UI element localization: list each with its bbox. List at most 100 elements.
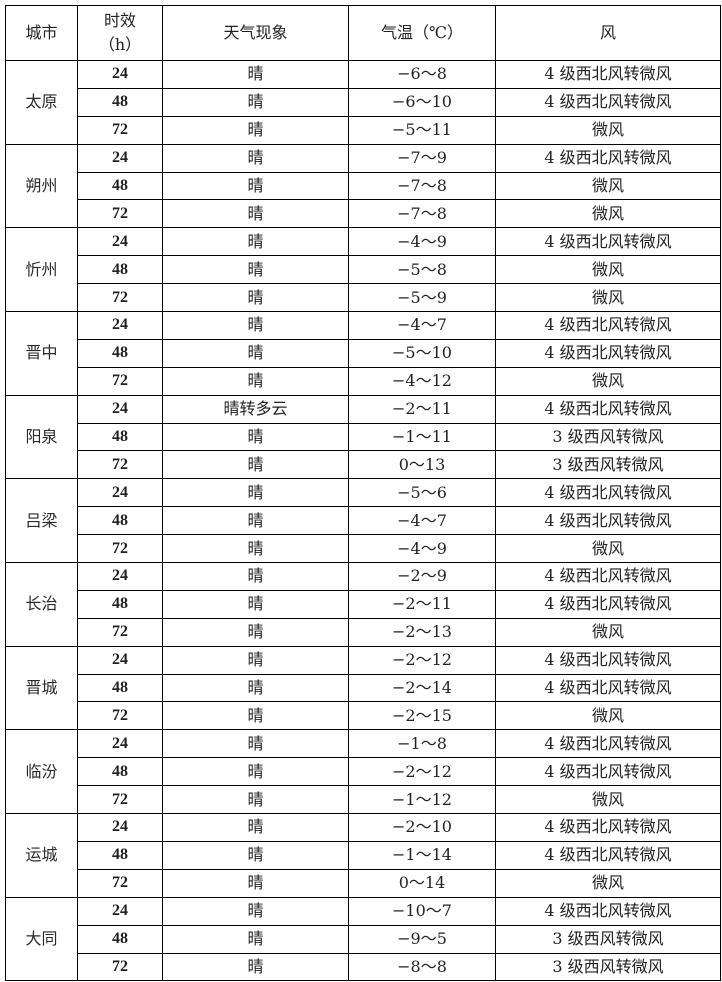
temp-cell: −2～10	[348, 813, 496, 842]
hours-cell: 72	[77, 534, 163, 564]
wind-cell: 微风	[495, 868, 721, 898]
header-temp: 气温（℃）	[348, 5, 496, 61]
wind-cell: 4 级西北风转微风	[495, 813, 721, 842]
wind-cell: 微风	[495, 255, 721, 285]
table-row: 48 晴 −7～8 微风	[6, 171, 721, 201]
temp-cell: −6～10	[348, 87, 496, 117]
header-weather: 天气现象	[162, 5, 349, 61]
table-row: 48 晴 −9～5 3 级西风转微风	[6, 924, 721, 954]
hours-cell: 48	[77, 924, 163, 954]
table-row: 72 晴 −5～11 微风	[6, 115, 721, 145]
header-city: 城市	[5, 5, 78, 61]
temp-cell: −5～10	[348, 338, 496, 368]
temp-cell: −2～11	[348, 394, 496, 424]
wind-cell: 微风	[495, 115, 721, 145]
weather-cell: 晴	[162, 366, 349, 396]
table-row: 72 晴 0～13 3 级西风转微风	[6, 450, 721, 480]
hours-cell: 72	[77, 785, 163, 815]
weather-cell: 晴	[162, 338, 349, 368]
city-cell: 运城	[5, 813, 78, 898]
wind-cell: 微风	[495, 701, 721, 731]
temp-cell: −5～6	[348, 478, 496, 508]
hours-cell: 72	[77, 952, 163, 982]
temp-cell: −8～8	[348, 952, 496, 982]
header-wind: 风	[495, 5, 721, 61]
hours-cell: 24	[77, 311, 163, 340]
table-body: 太原 24 晴 −6～8 4 级西北风转微风 48 晴 −6～10 4 级西北风转微风 72 晴 −5…	[5, 60, 721, 982]
city-cell: 临汾	[5, 729, 78, 815]
table-row: 48 晴 −6～10 4 级西北风转微风	[6, 87, 721, 117]
weather-cell: 晴	[162, 701, 349, 731]
temp-cell: −7～8	[348, 199, 496, 229]
wind-cell: 微风	[495, 283, 721, 313]
weather-cell: 晴	[162, 311, 349, 340]
temp-cell: −6～8	[348, 60, 496, 89]
hours-cell: 48	[77, 171, 163, 201]
wind-cell: 4 级西北风转微风	[495, 840, 721, 870]
weather-cell: 晴	[162, 478, 349, 508]
wind-cell: 4 级西北风转微风	[495, 673, 721, 703]
weather-cell: 晴	[162, 673, 349, 703]
hours-cell: 24	[77, 562, 163, 591]
table-row: 72 晴 −4～12 微风	[6, 366, 721, 396]
weather-cell: 晴	[162, 255, 349, 285]
hours-cell: 24	[77, 394, 163, 424]
temp-cell: −10～7	[348, 896, 496, 926]
weather-cell: 晴	[162, 227, 349, 257]
table-row: 72 晴 −8～8 3 级西风转微风	[6, 952, 721, 982]
wind-cell: 3 级西风转微风	[495, 422, 721, 452]
weather-cell: 晴	[162, 534, 349, 564]
temp-cell: −2～12	[348, 757, 496, 787]
temp-cell: −7～9	[348, 143, 496, 173]
wind-cell: 4 级西北风转微风	[495, 506, 721, 536]
temp-cell: −1～11	[348, 422, 496, 452]
wind-cell: 4 级西北风转微风	[495, 227, 721, 257]
hours-cell: 48	[77, 589, 163, 619]
hours-cell: 48	[77, 87, 163, 117]
hours-cell: 48	[77, 506, 163, 536]
hours-cell: 48	[77, 840, 163, 870]
city-cell: 太原	[5, 60, 78, 145]
table-row: 48 晴 −4～7 4 级西北风转微风	[6, 506, 721, 536]
weather-cell: 晴	[162, 506, 349, 536]
wind-cell: 4 级西北风转微风	[495, 896, 721, 926]
table-row: 太原 24 晴 −6～8 4 级西北风转微风	[5, 60, 721, 145]
table-row: 48 晴 −2～12 4 级西北风转微风	[6, 757, 721, 787]
table-row: 晋城 24 晴 −2～12 4 级西北风转微风	[5, 645, 721, 731]
weather-cell: 晴	[162, 729, 349, 759]
table-row: 48 晴 −5～8 微风	[6, 255, 721, 285]
table-row: 48 晴 −5～10 4 级西北风转微风	[6, 338, 721, 368]
table-row: 忻州 24 晴 −4～9 4 级西北风转微风	[5, 227, 721, 313]
weather-cell: 晴	[162, 617, 349, 647]
forecast-table: 城市 时效（h） 天气现象 气温（℃） 风 太原 24 晴 −6～8 4 级西北风转微风…	[5, 5, 721, 982]
table-row: 大同 24 晴 −10～7 4 级西北风转微风	[5, 896, 721, 982]
hours-cell: 48	[77, 338, 163, 368]
wind-cell: 3 级西风转微风	[495, 952, 721, 982]
weather-cell: 晴	[162, 283, 349, 313]
hours-cell: 24	[77, 813, 163, 842]
table-row: 72 晴 −1～12 微风	[6, 785, 721, 815]
temp-cell: −5～9	[348, 283, 496, 313]
wind-cell: 微风	[495, 785, 721, 815]
table-row: 临汾 24 晴 −1～8 4 级西北风转微风	[5, 729, 721, 815]
table-row: 长治 24 晴 −2～9 4 级西北风转微风	[5, 562, 721, 647]
wind-cell: 4 级西北风转微风	[495, 87, 721, 117]
temp-cell: −2～13	[348, 617, 496, 647]
hours-cell: 48	[77, 255, 163, 285]
city-cell: 阳泉	[5, 394, 78, 480]
table-row: 晋中 24 晴 −4～7 4 级西北风转微风	[5, 311, 721, 396]
city-cell: 朔州	[5, 143, 78, 229]
weather-cell: 晴	[162, 924, 349, 954]
weather-cell: 晴	[162, 840, 349, 870]
hours-cell: 72	[77, 115, 163, 145]
wind-cell: 4 级西北风转微风	[495, 729, 721, 759]
table-row: 吕梁 24 晴 −5～6 4 级西北风转微风	[5, 478, 721, 564]
weather-cell: 晴	[162, 562, 349, 591]
hours-cell: 24	[77, 143, 163, 173]
table-row: 72 晴 −2～13 微风	[6, 617, 721, 647]
temp-cell: −1～14	[348, 840, 496, 870]
wind-cell: 4 级西北风转微风	[495, 311, 721, 340]
wind-cell: 4 级西北风转微风	[495, 478, 721, 508]
table-row: 72 晴 −7～8 微风	[6, 199, 721, 229]
city-cell: 大同	[5, 896, 78, 982]
